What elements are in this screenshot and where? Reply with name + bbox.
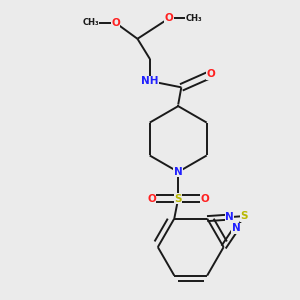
Text: O: O — [147, 194, 156, 204]
Text: S: S — [241, 211, 248, 221]
Text: O: O — [164, 14, 173, 23]
Text: CH₃: CH₃ — [185, 14, 202, 23]
Text: S: S — [174, 194, 182, 204]
Text: N: N — [225, 212, 234, 222]
Text: O: O — [111, 18, 120, 28]
Text: O: O — [200, 194, 209, 204]
Text: CH₃: CH₃ — [82, 18, 99, 27]
Text: O: O — [207, 69, 215, 79]
Text: N: N — [232, 224, 241, 233]
Text: N: N — [174, 167, 183, 177]
Text: NH: NH — [141, 76, 159, 86]
